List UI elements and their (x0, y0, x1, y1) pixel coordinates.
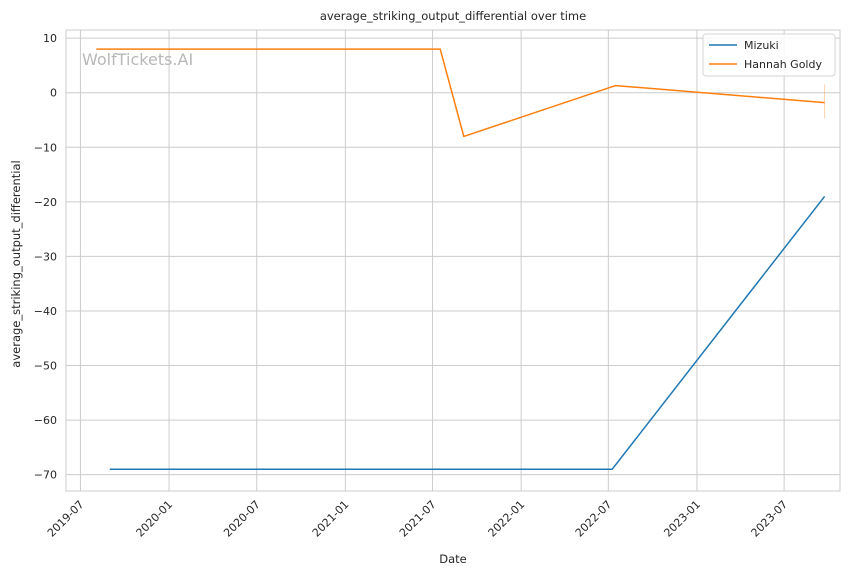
legend: Mizuki Hannah Goldy (702, 33, 836, 77)
y-tick-label: 10 (43, 32, 57, 45)
legend-label: Mizuki (744, 39, 779, 52)
series-line (96, 48, 825, 138)
x-tick-label: 2021-07 (397, 498, 439, 540)
y-tick-label: −40 (34, 305, 57, 318)
tick-layer: 2019-07 2020-01 2020-07 2021-01 2021-07 2022-… (34, 32, 790, 539)
watermark-text: WolfTickets.AI (82, 50, 193, 69)
x-tick-label: 2021-01 (310, 498, 352, 540)
x-axis-title: Date (439, 552, 467, 566)
y-tick-label: −50 (34, 360, 57, 373)
y-axis-title: average_striking_output_differential (9, 160, 23, 367)
grid-layer (66, 30, 840, 491)
x-tick-label: 2019-07 (45, 498, 87, 540)
plot-frame (65, 29, 841, 492)
x-tick-label: 2023-07 (749, 498, 791, 540)
y-tick-label: −20 (34, 196, 57, 209)
x-tick-label: 2023-01 (661, 498, 703, 540)
x-tick-label: 2020-01 (133, 498, 175, 540)
series-line (109, 195, 826, 470)
x-tick-label: 2022-01 (486, 498, 528, 540)
y-tick-label: −70 (34, 469, 57, 482)
y-tick-label: −60 (34, 414, 57, 427)
chart-title: average_striking_output_differential ove… (320, 9, 586, 23)
legend-label: Hannah Goldy (744, 58, 822, 71)
x-tick-label: 2020-07 (221, 498, 263, 540)
x-tick-label: 2022-07 (573, 498, 615, 540)
y-tick-label: −10 (34, 141, 57, 154)
series-layer (96, 48, 826, 470)
y-tick-label: −30 (34, 250, 57, 263)
y-tick-label: 0 (50, 87, 57, 100)
